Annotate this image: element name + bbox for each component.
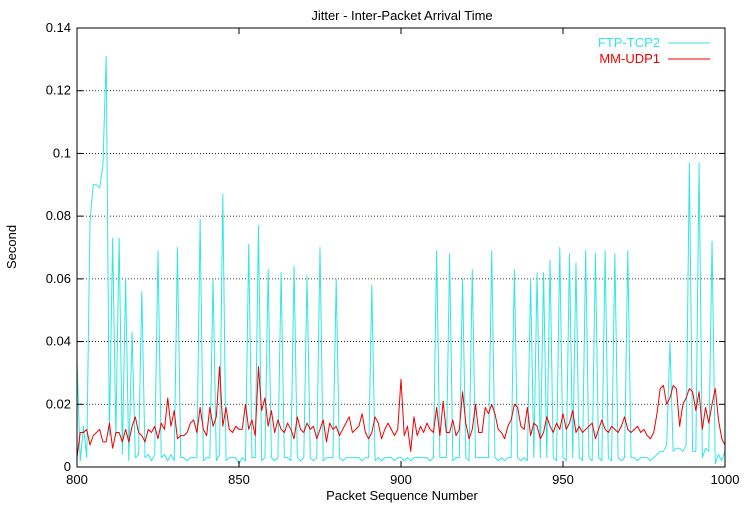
y-tick-label: 0.1 xyxy=(53,145,71,160)
chart-title: Jitter - Inter-Packet Arrival Time xyxy=(311,8,492,23)
y-tick-label: 0.12 xyxy=(46,83,71,98)
x-tick-label: 900 xyxy=(390,472,412,487)
y-axis-label: Second xyxy=(4,225,19,269)
y-tick-label: 0 xyxy=(64,459,71,474)
y-tick-label: 0.14 xyxy=(46,20,71,35)
x-tick-label: 950 xyxy=(552,472,574,487)
series-line-mm-udp1 xyxy=(76,366,726,458)
x-axis-tick-labels: 800 850 900 950 1000 xyxy=(66,472,739,487)
series-layer xyxy=(76,55,726,465)
y-tick-label: 0.04 xyxy=(46,334,71,349)
gridlines xyxy=(77,90,725,405)
y-tick-label: 0.08 xyxy=(46,208,71,223)
x-axis-label: Packet Sequence Number xyxy=(326,488,478,503)
x-tick-label: 1000 xyxy=(711,472,740,487)
y-axis-tick-labels: 0 0.02 0.04 0.06 0.08 0.1 0.12 0.14 xyxy=(46,20,71,474)
x-tick-label: 800 xyxy=(66,472,88,487)
legend-label: MM-UDP1 xyxy=(599,51,660,66)
legend-label: FTP-TCP2 xyxy=(598,35,660,50)
axis-ticks xyxy=(76,27,726,468)
y-tick-label: 0.06 xyxy=(46,271,71,286)
x-tick-label: 850 xyxy=(228,472,250,487)
series-line-ftp-tcp2 xyxy=(76,55,726,465)
y-tick-label: 0.02 xyxy=(46,396,71,411)
